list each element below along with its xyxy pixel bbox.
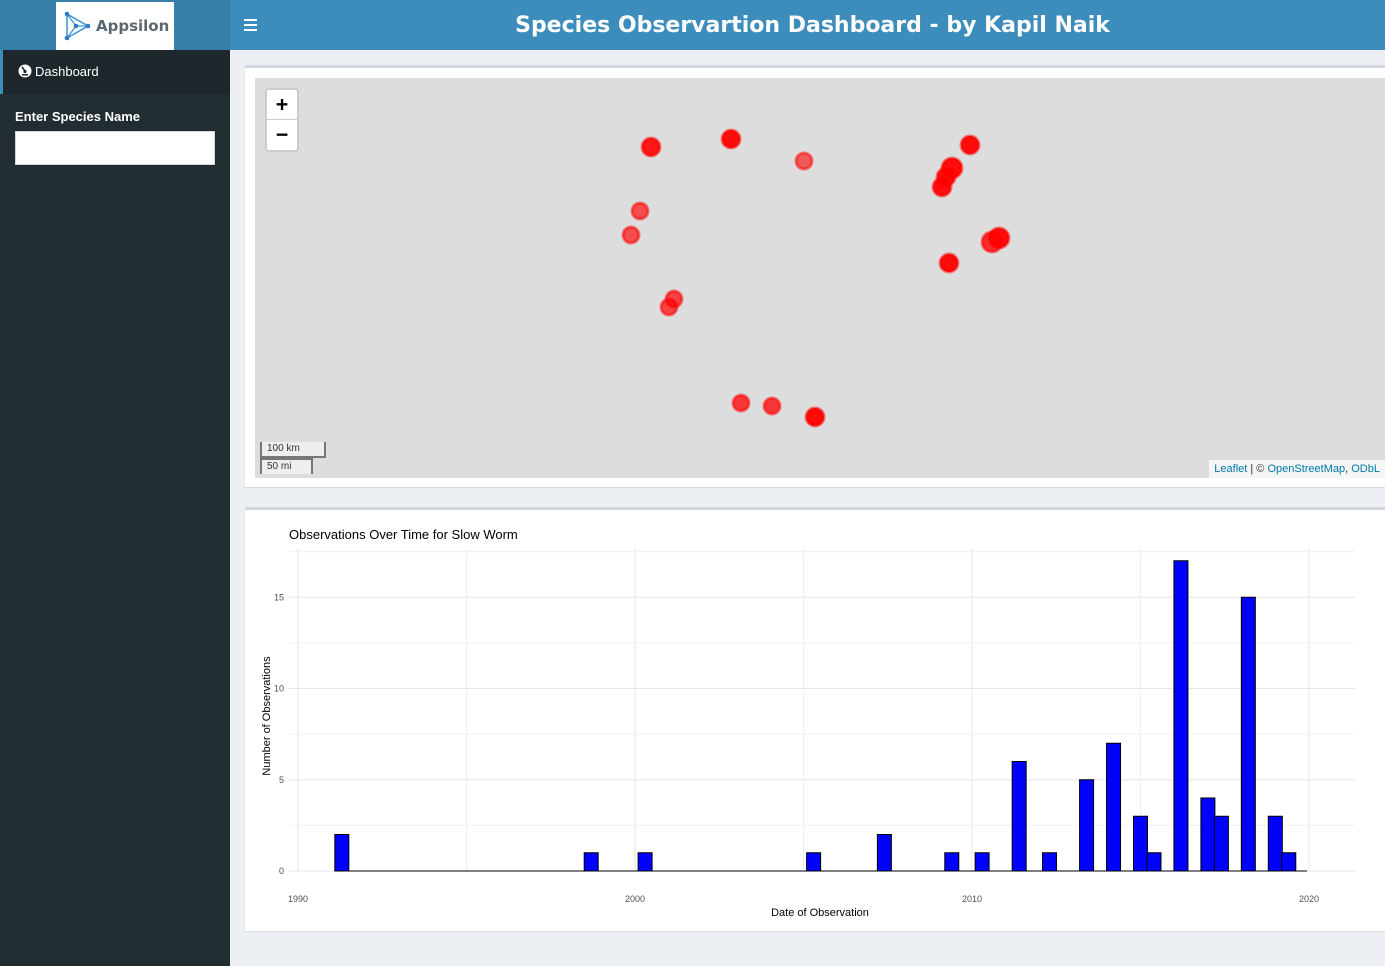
openstreetmap-link[interactable]: OpenStreetMap	[1267, 463, 1346, 475]
map-marker[interactable]	[794, 151, 814, 171]
chart-bar[interactable]	[1042, 852, 1058, 872]
chart-box: Observations Over Time for Slow Worm 199…	[245, 507, 1385, 931]
chart-bar[interactable]	[1133, 815, 1148, 872]
attribution-separator: | ©	[1247, 463, 1268, 475]
y-tick-label: 10	[274, 684, 284, 694]
chart-bar[interactable]	[1106, 742, 1122, 872]
leaflet-map[interactable]: + − 100 km 50 mi Leaflet | © OpenStreetM…	[255, 78, 1385, 478]
map-marker[interactable]	[621, 225, 641, 245]
chart-bar[interactable]	[1146, 852, 1162, 872]
chart-bar[interactable]	[1240, 596, 1256, 872]
chart-bar[interactable]	[1200, 797, 1216, 872]
y-tick-label: 5	[279, 775, 284, 785]
chart-bar[interactable]	[1213, 815, 1229, 872]
chart-bar[interactable]	[1281, 852, 1297, 872]
sidebar-item-dashboard[interactable]: Dashboard	[0, 50, 230, 94]
map-attribution: Leaflet | © OpenStreetMap, ODbL	[1209, 460, 1385, 478]
chart-bar[interactable]	[944, 852, 960, 872]
attribution-separator-2: ,	[1345, 463, 1352, 475]
logo-area: Appsilon	[0, 0, 230, 50]
map-markers-layer	[621, 128, 1011, 428]
sidebar: Dashboard Enter Species Name	[0, 50, 230, 966]
chart-bar[interactable]	[974, 852, 990, 872]
chart-bar[interactable]	[1079, 779, 1095, 872]
page-title: Species Observartion Dashboard - by Kapi…	[515, 13, 1110, 38]
dashboard-icon	[18, 64, 32, 78]
sidebar-item-label: Dashboard	[35, 64, 99, 79]
x-tick-label: 1990	[288, 894, 308, 904]
map-marker[interactable]	[630, 201, 650, 221]
map-box: + − 100 km 50 mi Leaflet | © OpenStreetM…	[245, 65, 1385, 487]
map-marker[interactable]	[640, 136, 662, 158]
chart-bar[interactable]	[637, 852, 653, 872]
hamburger-icon	[244, 19, 257, 31]
odbl-link[interactable]: ODbL	[1351, 463, 1380, 475]
chart-bar[interactable]	[1011, 761, 1027, 872]
y-tick-label: 15	[274, 592, 284, 602]
scale-bar-km: 100 km	[260, 442, 326, 458]
map-marker[interactable]	[959, 134, 981, 156]
map-marker[interactable]	[980, 230, 1004, 254]
map-marker[interactable]	[938, 252, 960, 274]
appsilon-logo[interactable]: Appsilon	[56, 2, 174, 50]
chart-bar[interactable]	[806, 852, 822, 872]
logo-text: Appsilon	[96, 17, 170, 35]
leaflet-link[interactable]: Leaflet	[1214, 463, 1248, 475]
sidebar-toggle-button[interactable]	[244, 14, 260, 36]
chart-bar[interactable]	[876, 834, 892, 872]
chart-bar[interactable]	[334, 834, 350, 872]
chart-bar[interactable]	[1173, 560, 1189, 872]
map-marker[interactable]	[804, 406, 826, 428]
chart-bar[interactable]	[583, 852, 599, 872]
scale-bar-mi: 50 mi	[260, 458, 313, 474]
x-tick-label: 2000	[625, 894, 645, 904]
species-input-label: Enter Species Name	[15, 109, 141, 124]
zoom-control: + −	[265, 88, 299, 152]
species-name-input[interactable]	[15, 131, 215, 165]
x-tick-label: 2010	[962, 894, 982, 904]
chart-title: Observations Over Time for Slow Worm	[289, 527, 518, 542]
appsilon-logo-icon	[64, 11, 90, 41]
map-marker[interactable]	[762, 396, 782, 416]
x-tick-label: 2020	[1299, 894, 1319, 904]
y-tick-label: 0	[279, 866, 284, 876]
map-marker[interactable]	[659, 297, 679, 317]
x-axis-label: Date of Observation	[771, 907, 869, 919]
observations-bar-chart: 1990 2000 2010 2020 0 5 10 15 Date of Observatio…	[261, 548, 1355, 919]
zoom-out-button[interactable]: −	[275, 122, 289, 146]
map-marker[interactable]	[931, 176, 953, 198]
chart-bar[interactable]	[1267, 815, 1283, 872]
zoom-in-button[interactable]: +	[267, 90, 297, 120]
top-navbar: Species Observartion Dashboard - by Kapi…	[230, 0, 1385, 50]
map-marker[interactable]	[720, 128, 742, 150]
map-marker[interactable]	[731, 393, 751, 413]
y-axis-label: Number of Observations	[261, 656, 273, 776]
